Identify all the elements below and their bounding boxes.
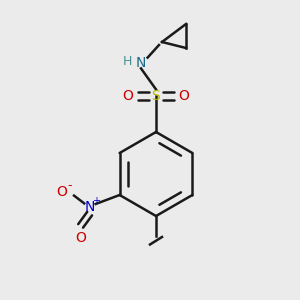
Text: N: N: [136, 56, 146, 70]
Text: O: O: [57, 185, 68, 199]
Text: S: S: [152, 89, 160, 103]
Text: -: -: [67, 179, 72, 192]
Text: O: O: [75, 231, 86, 245]
Text: N: N: [84, 200, 95, 214]
Text: O: O: [178, 89, 189, 103]
Text: +: +: [92, 196, 100, 206]
Text: O: O: [123, 89, 134, 103]
Text: H: H: [123, 55, 132, 68]
